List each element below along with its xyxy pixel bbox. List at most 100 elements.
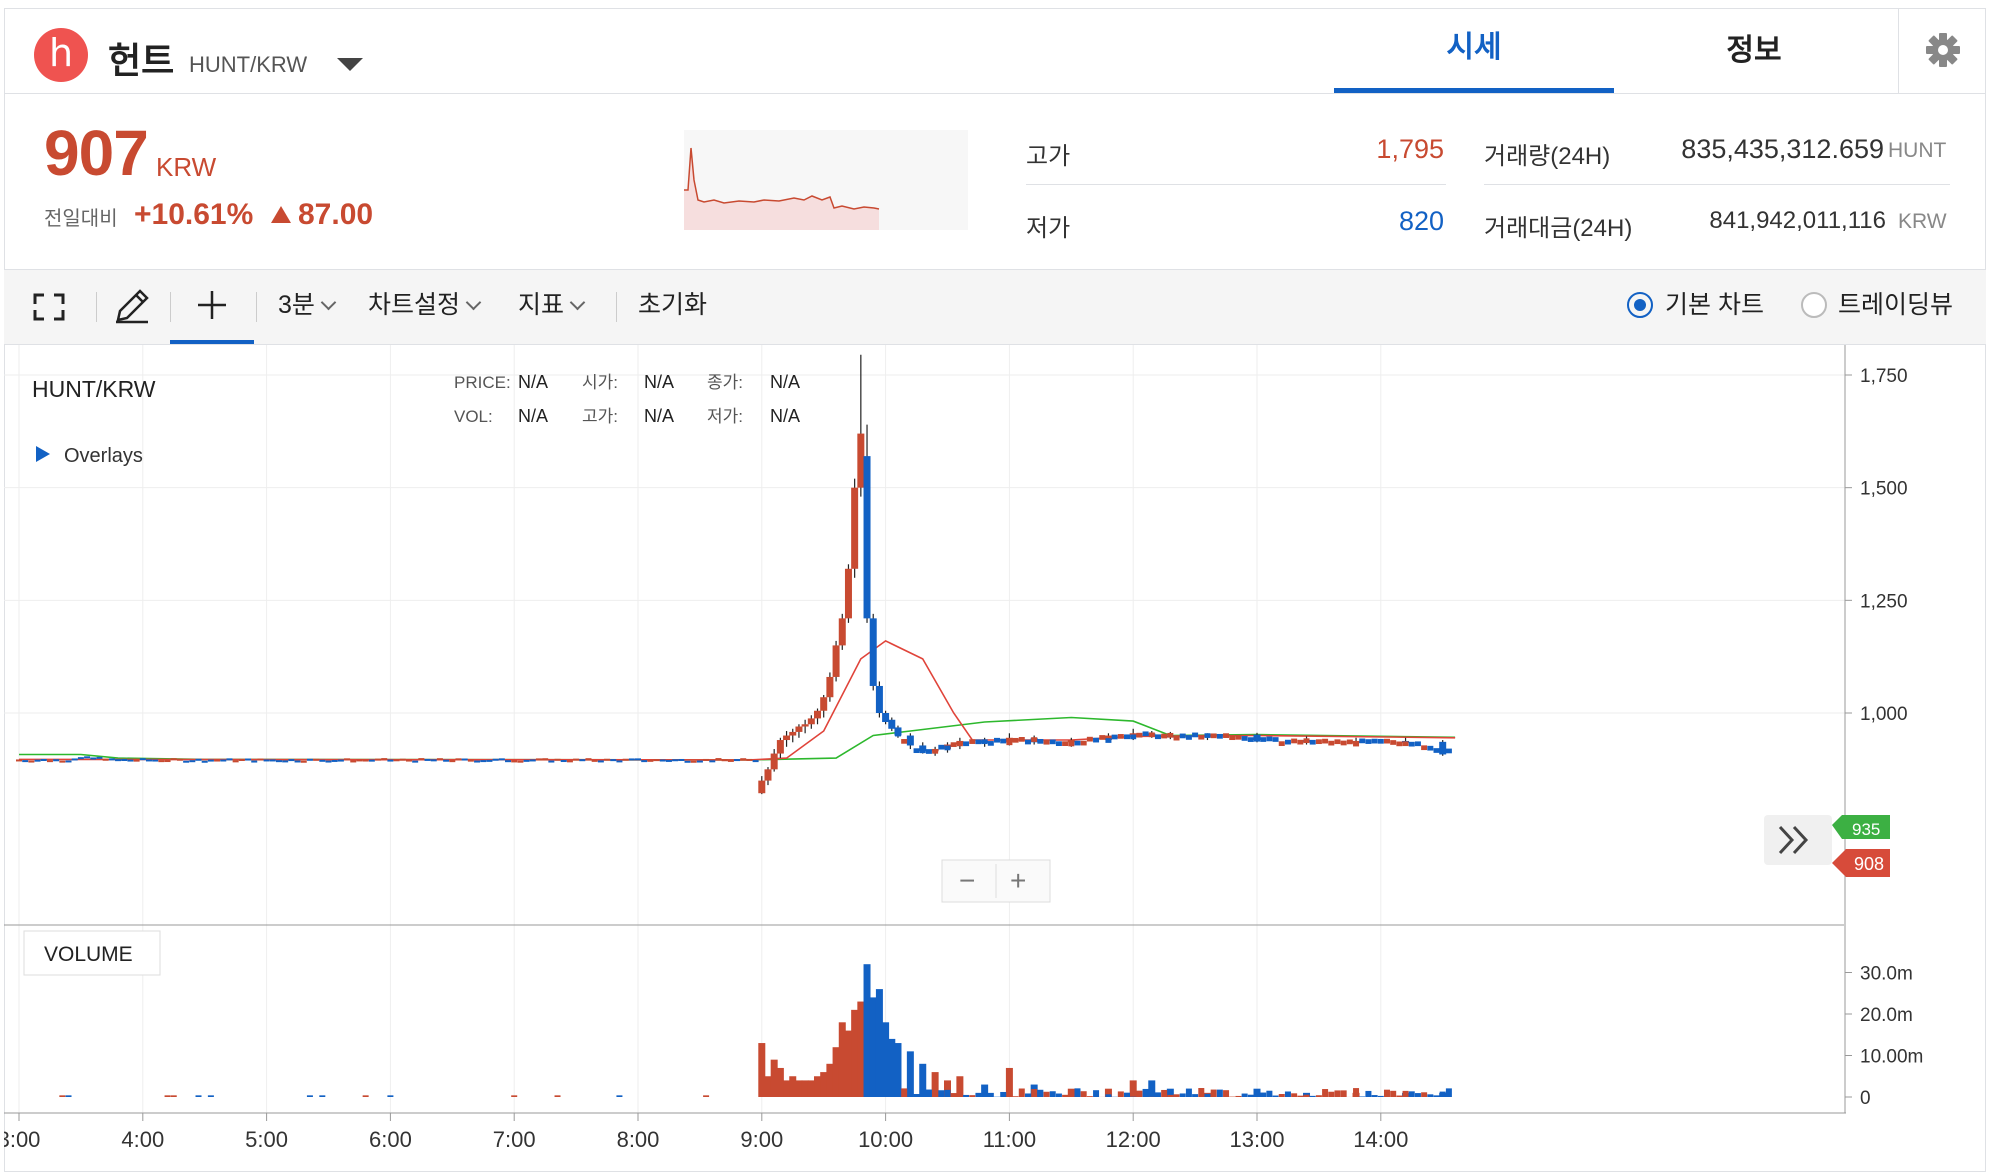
volume-bar bbox=[1104, 1088, 1112, 1097]
volume-bar bbox=[764, 1076, 772, 1097]
volume-bar bbox=[919, 1096, 926, 1097]
candle bbox=[906, 735, 914, 746]
candle bbox=[956, 741, 963, 747]
candle bbox=[418, 758, 425, 761]
volume-bar bbox=[1340, 1090, 1347, 1097]
crosshair-icon[interactable] bbox=[170, 270, 254, 344]
current-price: 907 bbox=[44, 117, 149, 189]
candle bbox=[1359, 738, 1366, 744]
volume-bar bbox=[1254, 1095, 1260, 1097]
candle bbox=[1247, 737, 1254, 742]
tab-price[interactable]: 시세 bbox=[1334, 8, 1614, 93]
indicators-dropdown[interactable]: 지표 bbox=[518, 270, 586, 340]
candle bbox=[894, 731, 901, 737]
candle bbox=[919, 745, 927, 752]
candle bbox=[127, 759, 134, 762]
volume-bar bbox=[807, 1080, 815, 1097]
candle bbox=[362, 759, 369, 762]
moving-averages bbox=[18, 639, 1456, 761]
interval-dropdown[interactable]: 3분 bbox=[278, 270, 337, 340]
radio-basic-chart[interactable] bbox=[1627, 292, 1653, 318]
candle bbox=[121, 759, 128, 762]
candle bbox=[554, 758, 561, 761]
volume-bar bbox=[956, 1096, 963, 1097]
coin-name[interactable]: 헌트 bbox=[108, 40, 175, 81]
chevron-down-icon[interactable] bbox=[337, 58, 363, 71]
gear-icon[interactable] bbox=[1898, 8, 1986, 93]
zoom-out-button[interactable]: − bbox=[959, 865, 975, 896]
volume-bar bbox=[1303, 1094, 1310, 1097]
basic-chart-label[interactable]: 기본 차트 bbox=[1665, 291, 1764, 319]
price-tag-last-text: 908 bbox=[1854, 854, 1884, 874]
candle bbox=[387, 759, 394, 762]
candle bbox=[368, 759, 375, 762]
volume-bar bbox=[931, 1072, 939, 1097]
candle bbox=[913, 748, 920, 754]
candle bbox=[604, 758, 611, 761]
candle bbox=[375, 758, 382, 761]
volume-bar bbox=[1124, 1092, 1131, 1097]
candle bbox=[1192, 732, 1199, 738]
radio-trading-view[interactable] bbox=[1801, 292, 1827, 318]
volume-tick-label: 20.0m bbox=[1860, 1005, 1913, 1026]
reset-button[interactable]: 초기화 bbox=[638, 291, 708, 319]
volume-bar bbox=[814, 1076, 822, 1097]
volume-bar bbox=[1223, 1090, 1230, 1097]
fullscreen-icon[interactable] bbox=[32, 270, 66, 340]
volume-bar bbox=[1445, 1088, 1452, 1097]
candle bbox=[1322, 738, 1329, 744]
pencil-icon[interactable] bbox=[114, 270, 150, 340]
tab-info[interactable]: 정보 bbox=[1726, 34, 1782, 67]
volume-bar bbox=[901, 1088, 908, 1097]
volume-bar bbox=[1018, 1088, 1025, 1097]
candle bbox=[770, 753, 778, 770]
trading-view-label[interactable]: 트레이딩뷰 bbox=[1838, 291, 1954, 319]
candle bbox=[424, 758, 431, 761]
volume-bar bbox=[1253, 1088, 1261, 1097]
candle bbox=[108, 758, 115, 761]
volume-tick-label: 0 bbox=[1860, 1088, 1871, 1109]
coin-pair[interactable]: HUNT/KRW bbox=[189, 52, 308, 77]
volume-bars bbox=[59, 964, 1452, 1097]
volume-bar bbox=[1322, 1089, 1329, 1097]
candle bbox=[715, 758, 722, 761]
sparkline-chart bbox=[684, 130, 968, 230]
candle bbox=[635, 758, 641, 761]
x-tick-label: 9:00 bbox=[740, 1127, 783, 1152]
volume-bar bbox=[1074, 1088, 1081, 1097]
candle bbox=[1117, 734, 1124, 739]
candle bbox=[294, 760, 301, 763]
candle bbox=[1216, 733, 1223, 739]
candle bbox=[455, 758, 462, 761]
divider bbox=[96, 292, 97, 322]
volume-bar bbox=[844, 1030, 852, 1097]
volume-bar bbox=[306, 1095, 313, 1097]
candle bbox=[152, 759, 159, 762]
candle bbox=[46, 760, 53, 763]
info-low-value: N/A bbox=[770, 406, 800, 426]
candle bbox=[34, 759, 41, 762]
candle bbox=[1445, 748, 1452, 754]
candle bbox=[306, 758, 313, 761]
candle bbox=[746, 758, 753, 761]
volume-bar bbox=[981, 1093, 988, 1097]
candle bbox=[77, 757, 84, 760]
low-label: 저가 bbox=[1026, 215, 1071, 242]
price-chart[interactable]: 3:00 4:00 5:00 6:00 7:00 8:00 9:00 10:00 11:00 12… bbox=[4, 345, 1986, 1172]
scroll-right-button[interactable] bbox=[1764, 815, 1832, 865]
volume-bar bbox=[1247, 1094, 1254, 1097]
candle bbox=[90, 757, 97, 760]
volume-bar bbox=[1185, 1088, 1192, 1097]
volume-tick-label: 30.0m bbox=[1860, 964, 1913, 985]
chart-settings-dropdown[interactable]: 차트설정 bbox=[368, 270, 482, 340]
overlays-toggle[interactable]: Overlays bbox=[64, 445, 143, 467]
candle bbox=[393, 759, 400, 762]
zoom-in-button[interactable]: + bbox=[1010, 865, 1026, 896]
triangle-right-icon[interactable] bbox=[36, 446, 50, 462]
x-tick-label: 10:00 bbox=[858, 1127, 913, 1152]
candle bbox=[950, 742, 957, 747]
candle bbox=[300, 760, 307, 763]
volume-bar bbox=[616, 1095, 623, 1097]
candle bbox=[826, 676, 834, 698]
candle bbox=[145, 759, 152, 762]
